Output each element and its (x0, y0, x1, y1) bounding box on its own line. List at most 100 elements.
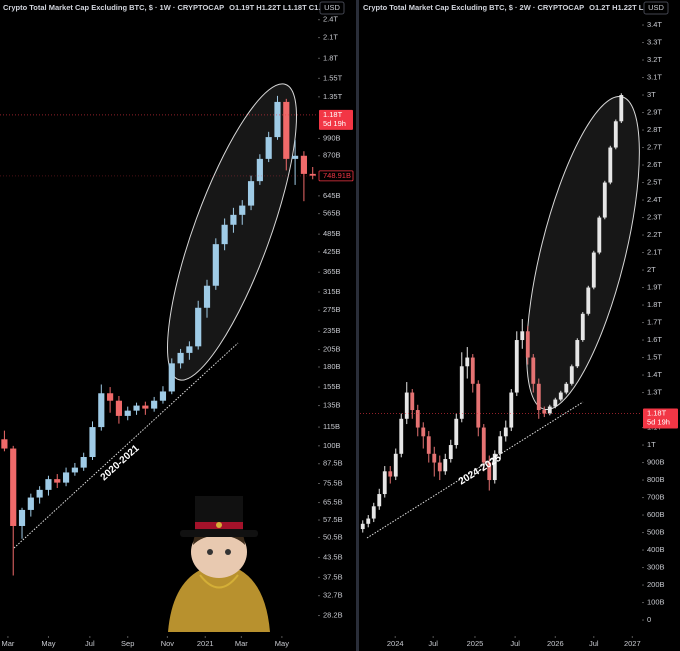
candle-body (597, 217, 602, 253)
x-tick-label: May (41, 639, 55, 648)
price-tag-countdown: 5d 19h (647, 418, 670, 427)
y-tick-label: 990B (323, 133, 341, 142)
y-tick-label: 1T (647, 440, 656, 449)
candle-body (221, 224, 228, 245)
y-tick-label: 2.6T (647, 160, 662, 169)
y-tick-label: 645B (323, 191, 341, 200)
chart-panel: 3.4T 3.3T 3.2T 3.1T 3T 2.9T 2.8T 2.7T 2.6T 2.5T 2.… (360, 0, 680, 651)
candle-body (115, 400, 123, 416)
candle-body (619, 95, 624, 122)
candle-body (247, 181, 255, 206)
price-tag-countdown: 5d 19h (323, 119, 346, 128)
header-bar (360, 0, 642, 16)
price-tag (319, 109, 353, 130)
candle-body (443, 459, 448, 472)
currency-button (643, 1, 669, 15)
y-tick-label: 300B (647, 563, 665, 572)
y-tick-label: 565B (323, 209, 341, 218)
y-tick-label: 700B (647, 493, 665, 502)
y-tick-label: 235B (323, 326, 341, 335)
candle-body (410, 392, 415, 411)
y-tick-label: 275B (323, 305, 341, 314)
y-tick-label: 2T (647, 265, 656, 274)
candle-body (98, 393, 105, 428)
candle-body (133, 405, 140, 411)
candle-body (371, 506, 376, 519)
y-tick-label: 135B (323, 401, 341, 410)
candle-body (487, 462, 492, 481)
y-tick-label: 500B (647, 528, 665, 537)
ohlc-values: O1.2T H1.22T L1.16T... (589, 3, 668, 12)
candle-body (432, 453, 437, 463)
y-tick-label: 1.5T (647, 353, 662, 362)
candle-body (186, 346, 193, 353)
y-tick-label: 800B (647, 475, 665, 484)
price-tag-label: 748.91B (323, 171, 351, 180)
y-tick-label: 870B (323, 151, 341, 160)
character-illustration (168, 496, 270, 632)
candle-body (558, 392, 563, 400)
highlight-ellipse (167, 83, 297, 381)
candle-body (602, 182, 607, 218)
candle-body (421, 427, 426, 437)
candle-body (404, 392, 409, 419)
price-tag (318, 170, 354, 182)
y-tick-label: 1.8T (323, 53, 338, 62)
y-tick-label: 900B (647, 458, 665, 467)
candle-body (470, 357, 475, 384)
candle-body (10, 448, 17, 526)
candle-body (203, 285, 211, 308)
candle-body (239, 205, 246, 215)
x-tick-label: 2024 (387, 639, 404, 648)
y-tick-label: 2.5T (647, 178, 662, 187)
candle-body (151, 400, 158, 409)
candle-body (520, 331, 525, 341)
candle-body (426, 436, 431, 454)
candle-body (18, 509, 26, 526)
currency-label: USD (324, 3, 340, 12)
candle-body (80, 457, 87, 468)
x-tick-label: Mar (1, 639, 14, 648)
x-tick-label: May (275, 639, 289, 648)
candle-body (256, 158, 263, 182)
y-tick-label: 87.5B (323, 459, 343, 468)
candle-body (514, 340, 519, 393)
x-tick-label: 2026 (547, 639, 564, 648)
candle-body (292, 155, 299, 159)
candle-body (448, 445, 453, 460)
y-tick-label: 1.7T (647, 318, 662, 327)
ohlc-values: O1.19T H1.22T L1.18T C1.18T... (229, 3, 339, 12)
candle-body (230, 214, 237, 225)
candle-body (283, 101, 290, 159)
candle-body (54, 479, 61, 483)
candle-body (492, 453, 497, 481)
x-tick-label: Mar (235, 639, 248, 648)
y-tick-label: 100B (323, 441, 341, 450)
x-tick-label: Jul (510, 639, 520, 648)
trend-line (366, 401, 584, 539)
candle-body (45, 479, 52, 490)
y-tick-label: 75.5B (323, 478, 343, 487)
currency-label: USD (648, 3, 664, 12)
candle-body (89, 427, 96, 458)
x-tick-label: 2027 (624, 639, 641, 648)
candle-body (580, 313, 585, 341)
candle-body (300, 155, 307, 174)
x-tick-label: Sep (121, 639, 134, 648)
candle-body (265, 137, 272, 159)
candle-body (27, 497, 34, 510)
candle-body (366, 518, 371, 524)
candle-body (509, 392, 514, 428)
candle-body (360, 523, 365, 530)
candle-body (177, 352, 184, 364)
x-tick-label: Jul (428, 639, 438, 648)
y-tick-label: 1.9T (647, 283, 662, 292)
candle-body (542, 410, 547, 414)
y-tick-label: 2.2T (647, 230, 662, 239)
candle-body (547, 406, 552, 414)
price-tag-label: 1.18T (323, 110, 343, 119)
candle-body (437, 462, 442, 472)
y-tick-label: 2.9T (647, 108, 662, 117)
y-tick-label: 2.4T (323, 15, 338, 24)
price-tag (643, 408, 678, 429)
